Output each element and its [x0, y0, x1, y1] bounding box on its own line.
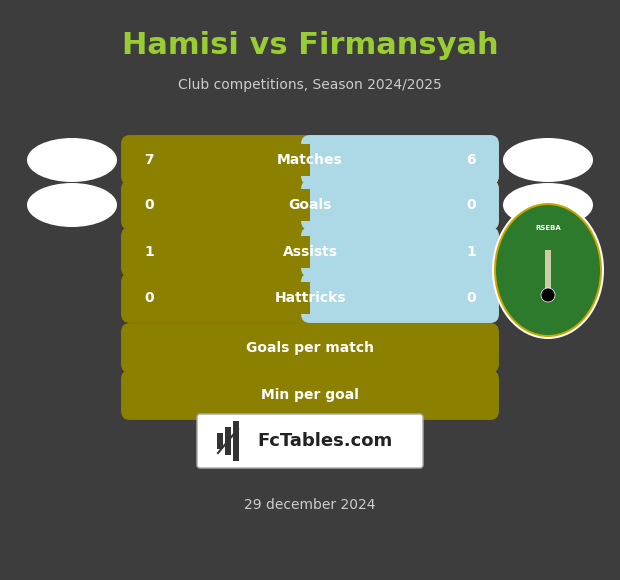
Ellipse shape [503, 138, 593, 182]
Text: Club competitions, Season 2024/2025: Club competitions, Season 2024/2025 [178, 78, 442, 92]
FancyBboxPatch shape [301, 135, 499, 185]
FancyBboxPatch shape [301, 273, 499, 323]
Bar [292, 144, 328, 176]
Bar [225, 427, 231, 455]
Circle shape [541, 288, 555, 302]
FancyBboxPatch shape [121, 135, 499, 185]
FancyBboxPatch shape [121, 323, 499, 373]
Text: 6: 6 [466, 153, 476, 167]
FancyBboxPatch shape [301, 180, 499, 230]
Text: 0: 0 [144, 291, 154, 305]
FancyBboxPatch shape [121, 227, 499, 277]
Ellipse shape [27, 183, 117, 227]
Ellipse shape [492, 201, 604, 339]
Bar [292, 282, 310, 314]
Bar [217, 433, 223, 449]
Text: 1: 1 [144, 245, 154, 259]
Text: 7: 7 [144, 153, 154, 167]
Text: Assists: Assists [283, 245, 337, 259]
Bar [545, 250, 551, 290]
FancyBboxPatch shape [121, 180, 499, 230]
Text: FcTables.com: FcTables.com [257, 432, 392, 450]
Text: 0: 0 [466, 198, 476, 212]
Bar [292, 189, 328, 221]
Text: Goals: Goals [288, 198, 332, 212]
Text: 29 december 2024: 29 december 2024 [244, 498, 376, 512]
Text: Matches: Matches [277, 153, 343, 167]
Bar [292, 236, 328, 268]
FancyBboxPatch shape [301, 227, 499, 277]
Ellipse shape [496, 205, 600, 335]
Bar [233, 421, 239, 461]
FancyBboxPatch shape [121, 273, 499, 323]
Text: Min per goal: Min per goal [261, 388, 359, 402]
Text: Hamisi vs Firmansyah: Hamisi vs Firmansyah [122, 31, 498, 60]
Ellipse shape [494, 203, 602, 337]
Text: Hattricks: Hattricks [274, 291, 346, 305]
Ellipse shape [503, 183, 593, 227]
Bar [292, 144, 310, 176]
Text: 1: 1 [466, 245, 476, 259]
Bar [292, 189, 310, 221]
Bar [292, 236, 310, 268]
FancyBboxPatch shape [197, 414, 423, 468]
Text: RSEBA: RSEBA [535, 225, 561, 231]
Text: Goals per match: Goals per match [246, 341, 374, 355]
FancyBboxPatch shape [121, 370, 499, 420]
Text: 0: 0 [144, 198, 154, 212]
Ellipse shape [27, 138, 117, 182]
Bar [292, 282, 328, 314]
Text: 0: 0 [466, 291, 476, 305]
